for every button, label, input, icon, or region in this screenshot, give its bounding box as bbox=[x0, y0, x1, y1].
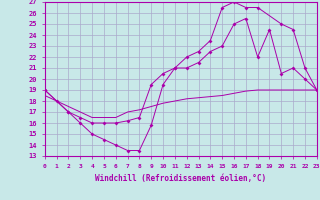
X-axis label: Windchill (Refroidissement éolien,°C): Windchill (Refroidissement éolien,°C) bbox=[95, 174, 266, 183]
